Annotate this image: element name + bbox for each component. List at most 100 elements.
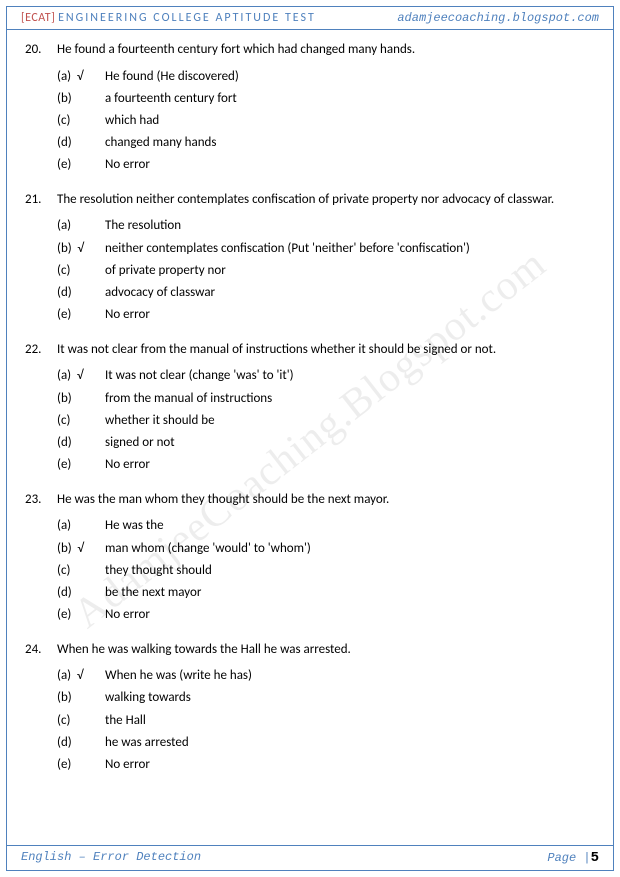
option: (a) √He found (He discovered) <box>57 66 595 88</box>
option: (d) changed many hands <box>57 132 595 154</box>
option: (c) the Hall <box>57 710 595 732</box>
options-list: (a) He was the(b) √man whom (change 'wou… <box>57 515 595 625</box>
question-number: 21. <box>25 190 57 210</box>
option: (e) No error <box>57 754 595 776</box>
option-text: which had <box>105 110 159 132</box>
option-text: When he was (write he has) <box>105 665 252 687</box>
option-letter: (d) <box>57 132 105 154</box>
option-text: neither contemplates confiscation (Put '… <box>105 238 470 260</box>
option: (b) √man whom (change 'would' to 'whom') <box>57 538 595 560</box>
question-text: It was not clear from the manual of inst… <box>57 340 595 360</box>
option-letter: (e) <box>57 754 105 776</box>
question-number: 23. <box>25 490 57 510</box>
option-text: of private property nor <box>105 260 226 282</box>
option-text: No error <box>105 304 150 326</box>
page-label: Page | <box>547 851 590 865</box>
option-text: He found (He discovered) <box>105 66 239 88</box>
option: (d) he was arrested <box>57 732 595 754</box>
option-text: from the manual of instructions <box>105 388 272 410</box>
option-text: The resolution <box>105 215 181 237</box>
check-mark-icon: √ <box>74 365 86 387</box>
options-list: (a) √He found (He discovered)(b) a fourt… <box>57 66 595 176</box>
option-letter: (d) <box>57 432 105 454</box>
option-letter: (c) <box>57 410 105 432</box>
option: (d) be the next mayor <box>57 582 595 604</box>
option: (a) The resolution <box>57 215 595 237</box>
option: (c) whether it should be <box>57 410 595 432</box>
page-header: [ECAT] ENGINEERING COLLEGE APTITUDE TEST… <box>7 7 613 30</box>
option-letter: (b) √ <box>57 538 105 560</box>
option-letter: (b) √ <box>57 238 105 260</box>
page-footer: English – Error Detection Page |5 <box>7 845 613 870</box>
option: (c) which had <box>57 110 595 132</box>
option-letter: (e) <box>57 154 105 176</box>
header-title: ENGINEERING COLLEGE APTITUDE TEST <box>58 11 316 25</box>
option-letter: (c) <box>57 710 105 732</box>
question: 21.The resolution neither contemplates c… <box>25 190 595 326</box>
option-text: No error <box>105 154 150 176</box>
option-text: they thought should <box>105 560 212 582</box>
option-letter: (d) <box>57 282 105 304</box>
option-text: whether it should be <box>105 410 215 432</box>
option: (d) signed or not <box>57 432 595 454</box>
option-letter: (c) <box>57 260 105 282</box>
question-text: The resolution neither contemplates conf… <box>57 190 595 210</box>
content-area: 20.He found a fourteenth century fort wh… <box>7 30 613 776</box>
question: 22.It was not clear from the manual of i… <box>25 340 595 476</box>
question-text: He found a fourteenth century fort which… <box>57 40 595 60</box>
question-number: 22. <box>25 340 57 360</box>
option-letter: (e) <box>57 454 105 476</box>
option-letter: (c) <box>57 110 105 132</box>
header-left: [ECAT] ENGINEERING COLLEGE APTITUDE TEST <box>21 11 316 25</box>
options-list: (a) √It was not clear (change 'was' to '… <box>57 365 595 475</box>
option: (e) No error <box>57 304 595 326</box>
option-letter: (a) <box>57 215 105 237</box>
option-letter: (a) √ <box>57 365 105 387</box>
option-text: he was arrested <box>105 732 189 754</box>
question-text-row: 22.It was not clear from the manual of i… <box>25 340 595 360</box>
page-number: 5 <box>591 850 599 866</box>
option: (c) of private property nor <box>57 260 595 282</box>
option-text: man whom (change 'would' to 'whom') <box>105 538 311 560</box>
option-text: It was not clear (change 'was' to 'it') <box>105 365 294 387</box>
option-letter: (c) <box>57 560 105 582</box>
option: (d) advocacy of classwar <box>57 282 595 304</box>
question: 24.When he was walking towards the Hall … <box>25 640 595 776</box>
option-text: changed many hands <box>105 132 216 154</box>
question-text-row: 23.He was the man whom they thought shou… <box>25 490 595 510</box>
option-letter: (b) <box>57 388 105 410</box>
check-mark-icon: √ <box>74 665 86 687</box>
option-text: advocacy of classwar <box>105 282 215 304</box>
options-list: (a) The resolution(b) √neither contempla… <box>57 215 595 325</box>
option-text: be the next mayor <box>105 582 201 604</box>
option-text: He was the <box>105 515 164 537</box>
option-text: the Hall <box>105 710 146 732</box>
option-letter: (b) <box>57 88 105 110</box>
question-text: When he was walking towards the Hall he … <box>57 640 595 660</box>
option-text: No error <box>105 454 150 476</box>
option: (b) from the manual of instructions <box>57 388 595 410</box>
question-text: He was the man whom they thought should … <box>57 490 595 510</box>
option: (b) a fourteenth century fort <box>57 88 595 110</box>
option: (b) walking towards <box>57 687 595 709</box>
option-text: signed or not <box>105 432 175 454</box>
option: (e) No error <box>57 154 595 176</box>
footer-subject: English – Error Detection <box>21 850 201 866</box>
option-letter: (a) <box>57 515 105 537</box>
option-text: a fourteenth century fort <box>105 88 237 110</box>
option-text: No error <box>105 754 150 776</box>
option-letter: (d) <box>57 582 105 604</box>
page-frame: [ECAT] ENGINEERING COLLEGE APTITUDE TEST… <box>6 6 614 871</box>
footer-page: Page |5 <box>547 850 599 866</box>
option: (a) √It was not clear (change 'was' to '… <box>57 365 595 387</box>
check-mark-icon: √ <box>75 538 87 560</box>
option-letter: (a) √ <box>57 66 105 88</box>
check-mark-icon: √ <box>74 66 86 88</box>
question-text-row: 21.The resolution neither contemplates c… <box>25 190 595 210</box>
question-text-row: 20.He found a fourteenth century fort wh… <box>25 40 595 60</box>
question-text-row: 24.When he was walking towards the Hall … <box>25 640 595 660</box>
option: (a) He was the <box>57 515 595 537</box>
question-number: 24. <box>25 640 57 660</box>
option: (e) No error <box>57 454 595 476</box>
option: (e) No error <box>57 604 595 626</box>
